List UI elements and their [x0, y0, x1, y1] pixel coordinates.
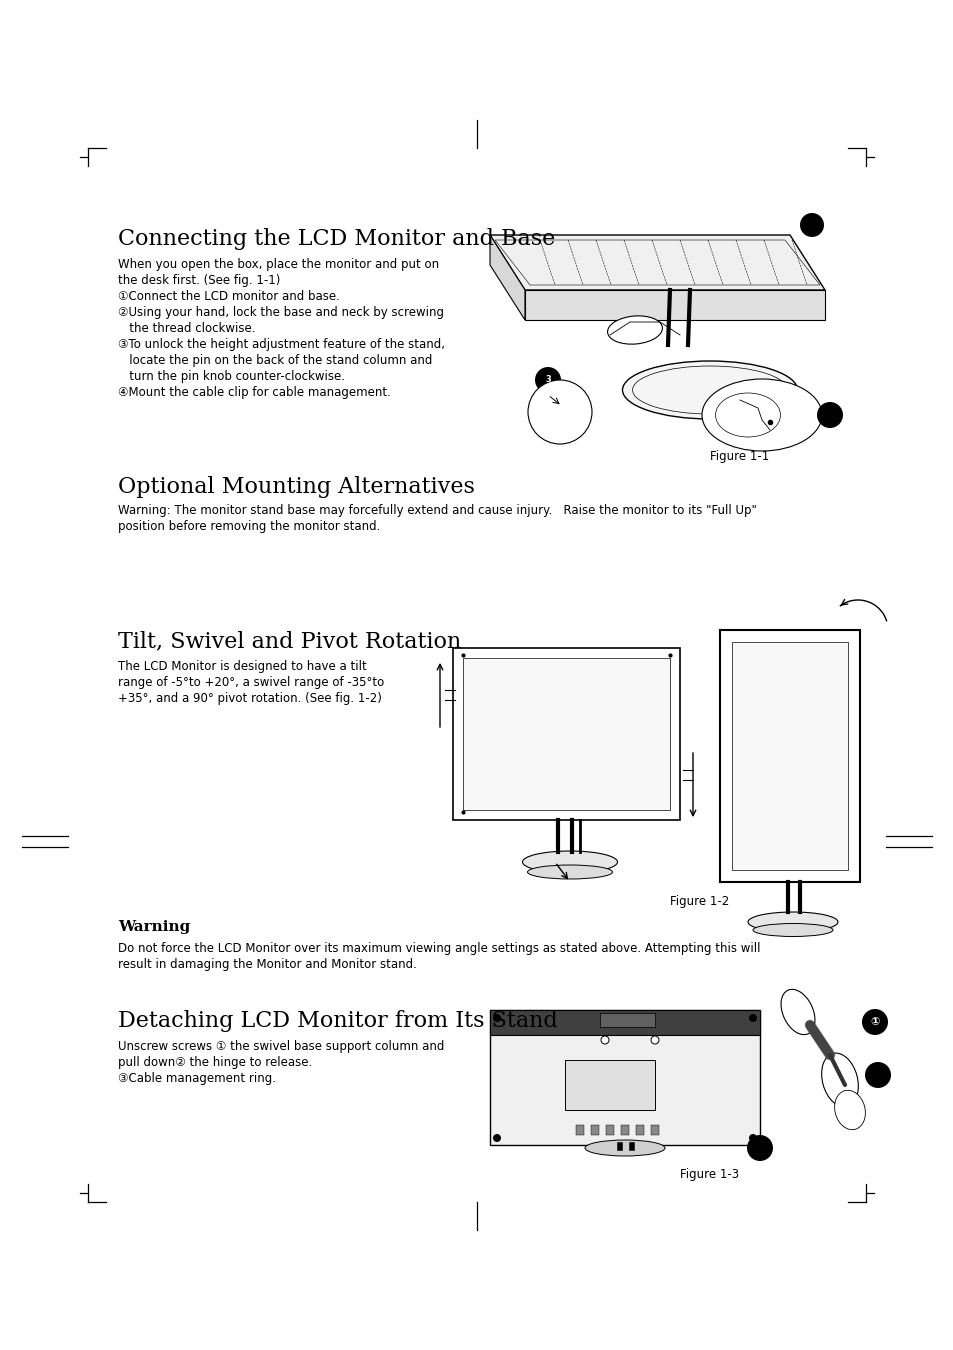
- Text: position before removing the monitor stand.: position before removing the monitor sta…: [118, 520, 380, 533]
- Text: Figure 1-2: Figure 1-2: [669, 895, 728, 909]
- Bar: [605, 1125, 614, 1135]
- Text: When you open the box, place the monitor and put on: When you open the box, place the monitor…: [118, 258, 438, 271]
- Circle shape: [748, 1014, 757, 1022]
- Circle shape: [493, 1134, 500, 1142]
- Ellipse shape: [834, 1091, 864, 1130]
- Polygon shape: [720, 630, 859, 882]
- Text: Tilt, Swivel and Pivot Rotation: Tilt, Swivel and Pivot Rotation: [118, 630, 460, 652]
- Text: the thread clockwise.: the thread clockwise.: [118, 323, 255, 335]
- Text: Optional Mounting Alternatives: Optional Mounting Alternatives: [118, 477, 475, 498]
- Circle shape: [816, 402, 842, 428]
- Text: ④Mount the cable clip for cable management.: ④Mount the cable clip for cable manageme…: [118, 386, 391, 400]
- Circle shape: [748, 1134, 757, 1142]
- Circle shape: [746, 1135, 772, 1161]
- Text: Unscrew screws ① the swivel base support column and: Unscrew screws ① the swivel base support…: [118, 1040, 444, 1053]
- Ellipse shape: [622, 360, 797, 418]
- Bar: [576, 1125, 583, 1135]
- Text: pull down② the hinge to release.: pull down② the hinge to release.: [118, 1056, 312, 1069]
- Circle shape: [527, 379, 592, 444]
- Ellipse shape: [701, 379, 821, 451]
- Text: result in damaging the Monitor and Monitor stand.: result in damaging the Monitor and Monit…: [118, 958, 416, 971]
- Ellipse shape: [752, 923, 832, 937]
- Text: ①Connect the LCD monitor and base.: ①Connect the LCD monitor and base.: [118, 290, 339, 302]
- Polygon shape: [524, 290, 824, 320]
- Text: Figure 1-3: Figure 1-3: [679, 1168, 739, 1181]
- Text: ③Cable management ring.: ③Cable management ring.: [118, 1072, 275, 1085]
- Ellipse shape: [584, 1139, 664, 1156]
- Ellipse shape: [522, 850, 617, 873]
- Bar: [599, 1012, 655, 1027]
- Text: +35°, and a 90° pivot rotation. (See fig. 1-2): +35°, and a 90° pivot rotation. (See fig…: [118, 693, 381, 705]
- Bar: [564, 1060, 655, 1110]
- Circle shape: [535, 367, 560, 393]
- Bar: [590, 1125, 598, 1135]
- Circle shape: [800, 213, 823, 238]
- Ellipse shape: [607, 316, 661, 344]
- Circle shape: [600, 1035, 608, 1044]
- Text: locate the pin on the back of the stand column and: locate the pin on the back of the stand …: [118, 354, 432, 367]
- Text: Connecting the LCD Monitor and Base: Connecting the LCD Monitor and Base: [118, 228, 555, 250]
- Polygon shape: [731, 643, 847, 869]
- Text: Detaching LCD Monitor from Its Stand: Detaching LCD Monitor from Its Stand: [118, 1010, 558, 1031]
- Text: Do not force the LCD Monitor over its maximum viewing angle settings as stated a: Do not force the LCD Monitor over its ma…: [118, 942, 760, 954]
- Polygon shape: [490, 1010, 760, 1145]
- Ellipse shape: [747, 913, 837, 931]
- Circle shape: [650, 1035, 659, 1044]
- Text: The LCD Monitor is designed to have a tilt: The LCD Monitor is designed to have a ti…: [118, 660, 366, 674]
- Polygon shape: [453, 648, 679, 819]
- Text: ③To unlock the height adjustment feature of the stand,: ③To unlock the height adjustment feature…: [118, 338, 444, 351]
- Bar: [620, 1125, 628, 1135]
- Circle shape: [493, 1014, 500, 1022]
- Ellipse shape: [821, 1053, 858, 1107]
- Polygon shape: [490, 235, 824, 290]
- Text: Figure 1-1: Figure 1-1: [709, 450, 768, 463]
- Text: the desk first. (See fig. 1-1): the desk first. (See fig. 1-1): [118, 274, 280, 288]
- Text: ②Using your hand, lock the base and neck by screwing: ②Using your hand, lock the base and neck…: [118, 306, 443, 319]
- Polygon shape: [462, 657, 669, 810]
- Circle shape: [864, 1062, 890, 1088]
- Circle shape: [862, 1008, 887, 1035]
- Polygon shape: [490, 1010, 760, 1035]
- Ellipse shape: [781, 990, 814, 1034]
- Ellipse shape: [527, 865, 612, 879]
- Text: turn the pin knob counter-clockwise.: turn the pin knob counter-clockwise.: [118, 370, 345, 383]
- Text: range of -5°to +20°, a swivel range of -35°to: range of -5°to +20°, a swivel range of -…: [118, 676, 384, 688]
- Bar: [650, 1125, 659, 1135]
- Polygon shape: [490, 235, 524, 320]
- Text: Warning: Warning: [118, 919, 190, 934]
- Text: Warning: The monitor stand base may forcefully extend and cause injury.   Raise : Warning: The monitor stand base may forc…: [118, 504, 756, 517]
- Bar: [636, 1125, 643, 1135]
- Text: ①: ①: [869, 1017, 879, 1027]
- Text: 3: 3: [544, 375, 550, 385]
